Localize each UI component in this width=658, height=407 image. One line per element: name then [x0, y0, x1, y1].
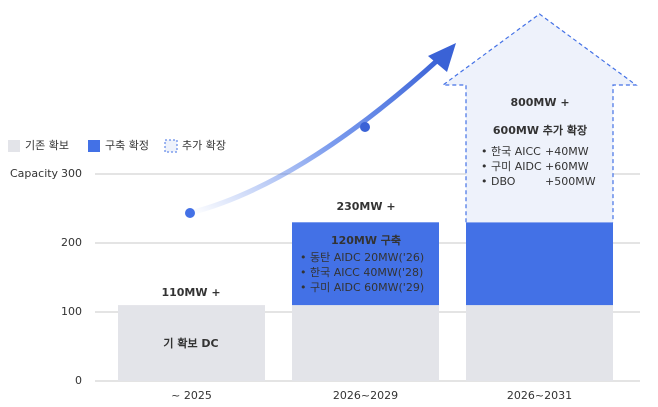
x-tick-label: 2026~2031 — [507, 389, 572, 402]
bar-segment — [441, 13, 638, 223]
legend-swatch — [8, 140, 20, 152]
legend-label: 구축 확정 — [105, 139, 149, 152]
bar-segment — [292, 222, 439, 306]
y-tick-label: 200 — [61, 236, 82, 249]
y-tick-label: 100 — [61, 305, 82, 318]
segment-heading: 기 확보 DC — [163, 336, 218, 350]
segment-item: • 동탄 AIDC 20MW('26) — [300, 251, 424, 264]
growth-dot — [360, 122, 370, 132]
legend-swatch — [88, 140, 100, 152]
segment-item-amount: +60MW — [545, 160, 589, 173]
segment-item: • DBO — [481, 175, 516, 188]
growth-arrow — [187, 55, 443, 216]
y-tick-label: 300 — [61, 167, 82, 180]
bar-segment — [118, 305, 265, 381]
segment-item: • 구미 AIDC — [481, 160, 542, 173]
x-tick-label: ~ 2025 — [171, 389, 212, 402]
total-label: 110MW + — [161, 286, 220, 299]
bar-segment — [292, 305, 439, 381]
segment-item: • 한국 AICC 40MW('28) — [300, 266, 423, 279]
growth-dot — [185, 208, 195, 218]
total-label: 230MW + — [336, 200, 395, 213]
total-label: 800MW + — [510, 96, 569, 109]
legend-label: 기존 확보 — [25, 139, 69, 152]
segment-heading: 120MW 구축 — [331, 233, 401, 247]
bar-segment — [466, 305, 613, 381]
segment-item: • 한국 AICC — [481, 145, 541, 158]
segment-heading: 600MW 추가 확장 — [493, 123, 587, 137]
segment-item-amount: +500MW — [545, 175, 596, 188]
y-tick-label: 0 — [75, 374, 82, 387]
segment-item: • 구미 AIDC 60MW('29) — [300, 281, 424, 294]
x-tick-label: 2026~2029 — [333, 389, 398, 402]
segment-item-amount: +40MW — [545, 145, 589, 158]
legend-swatch — [164, 139, 178, 153]
growth-arrow-head — [428, 43, 456, 72]
bar-segment — [466, 222, 613, 306]
legend-label: 추가 확장 — [182, 139, 226, 152]
y-axis-label: Capacity — [10, 167, 59, 180]
